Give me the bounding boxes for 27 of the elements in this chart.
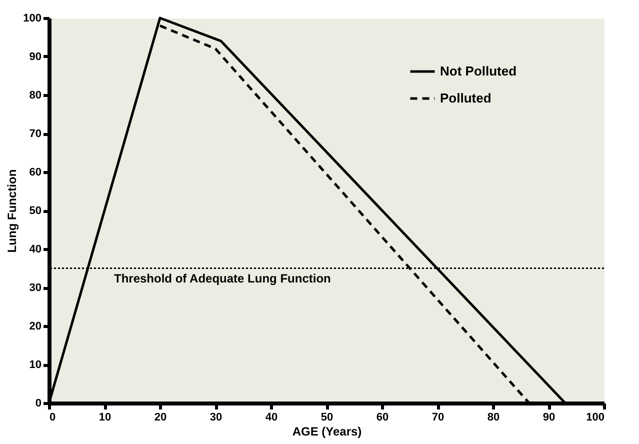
- y-tick-label: 20: [29, 320, 42, 332]
- x-tick-label: 100: [586, 412, 604, 424]
- y-tick-label: 40: [29, 244, 42, 256]
- legend-label: Polluted: [440, 90, 492, 106]
- y-tick-label: 70: [29, 128, 42, 140]
- x-tick-label: 50: [320, 412, 334, 424]
- y-tick-label: 30: [29, 282, 42, 294]
- y-tick-label: 80: [29, 90, 42, 102]
- y-tick-label: 10: [29, 359, 42, 371]
- x-tick-label: 40: [265, 412, 278, 424]
- x-tick-label: 0: [50, 412, 56, 424]
- x-tick-label: 20: [154, 412, 167, 424]
- legend-label: Not Polluted: [440, 64, 517, 78]
- x-tick-label: 30: [210, 412, 222, 424]
- y-tick-label: 100: [23, 12, 42, 24]
- y-tick-label: 0: [35, 398, 42, 410]
- x-axis-title: AGE (Years): [292, 424, 362, 438]
- y-axis-title: Lung Function: [5, 169, 20, 253]
- ref-line-label: Threshold of Adequate Lung Function: [114, 271, 331, 286]
- y-tick-label: 50: [29, 205, 42, 217]
- y-tick-label: 90: [29, 51, 42, 63]
- y-tick-label: 60: [29, 166, 42, 178]
- x-tick-label: 60: [376, 412, 389, 424]
- x-tick-label: 10: [98, 412, 112, 424]
- x-tick-label: 90: [542, 412, 556, 424]
- x-tick-label: 70: [432, 412, 444, 424]
- x-tick-label: 80: [487, 412, 500, 424]
